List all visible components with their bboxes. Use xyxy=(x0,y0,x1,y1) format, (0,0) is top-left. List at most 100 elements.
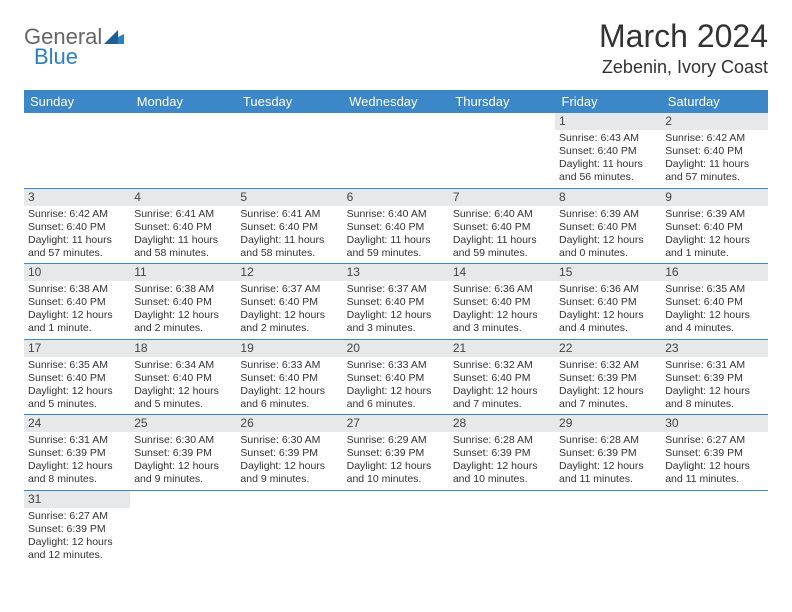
calendar-cell: 24Sunrise: 6:31 AMSunset: 6:39 PMDayligh… xyxy=(24,415,130,491)
sunset-text: Sunset: 6:40 PM xyxy=(453,221,551,234)
sunrise-text: Sunrise: 6:37 AM xyxy=(347,283,445,296)
calendar-cell: 23Sunrise: 6:31 AMSunset: 6:39 PMDayligh… xyxy=(661,339,767,415)
sunrise-text: Sunrise: 6:30 AM xyxy=(240,434,338,447)
day-number: 7 xyxy=(449,189,555,206)
day-details: Sunrise: 6:33 AMSunset: 6:40 PMDaylight:… xyxy=(236,359,342,415)
calendar-row: 3Sunrise: 6:42 AMSunset: 6:40 PMDaylight… xyxy=(24,188,768,264)
calendar-cell: 14Sunrise: 6:36 AMSunset: 6:40 PMDayligh… xyxy=(449,264,555,340)
day-number: 4 xyxy=(130,189,236,206)
daylight-text: Daylight: 12 hours and 8 minutes. xyxy=(28,460,126,486)
day-number: 27 xyxy=(343,415,449,432)
sunset-text: Sunset: 6:40 PM xyxy=(453,372,551,385)
day-details: Sunrise: 6:42 AMSunset: 6:40 PMDaylight:… xyxy=(661,132,767,188)
calendar-cell-empty xyxy=(343,490,449,565)
sunrise-text: Sunrise: 6:31 AM xyxy=(28,434,126,447)
calendar-cell: 22Sunrise: 6:32 AMSunset: 6:39 PMDayligh… xyxy=(555,339,661,415)
daylight-text: Daylight: 12 hours and 6 minutes. xyxy=(347,385,445,411)
sunset-text: Sunset: 6:40 PM xyxy=(665,145,763,158)
daylight-text: Daylight: 12 hours and 0 minutes. xyxy=(559,234,657,260)
calendar-cell: 5Sunrise: 6:41 AMSunset: 6:40 PMDaylight… xyxy=(236,188,342,264)
day-details: Sunrise: 6:33 AMSunset: 6:40 PMDaylight:… xyxy=(343,359,449,415)
day-number: 23 xyxy=(661,340,767,357)
daylight-text: Daylight: 11 hours and 58 minutes. xyxy=(240,234,338,260)
calendar-cell-empty xyxy=(343,113,449,188)
day-number: 31 xyxy=(24,491,130,508)
day-details: Sunrise: 6:37 AMSunset: 6:40 PMDaylight:… xyxy=(343,283,449,339)
day-details: Sunrise: 6:32 AMSunset: 6:40 PMDaylight:… xyxy=(449,359,555,415)
day-number: 29 xyxy=(555,415,661,432)
day-number: 24 xyxy=(24,415,130,432)
calendar-cell-empty xyxy=(661,490,767,565)
daylight-text: Daylight: 12 hours and 1 minute. xyxy=(28,309,126,335)
sunrise-text: Sunrise: 6:40 AM xyxy=(347,208,445,221)
calendar-cell: 3Sunrise: 6:42 AMSunset: 6:40 PMDaylight… xyxy=(24,188,130,264)
daylight-text: Daylight: 12 hours and 4 minutes. xyxy=(665,309,763,335)
calendar-cell: 29Sunrise: 6:28 AMSunset: 6:39 PMDayligh… xyxy=(555,415,661,491)
day-details: Sunrise: 6:28 AMSunset: 6:39 PMDaylight:… xyxy=(449,434,555,490)
sunrise-text: Sunrise: 6:30 AM xyxy=(134,434,232,447)
daylight-text: Daylight: 11 hours and 59 minutes. xyxy=(347,234,445,260)
sunrise-text: Sunrise: 6:37 AM xyxy=(240,283,338,296)
daylight-text: Daylight: 11 hours and 58 minutes. xyxy=(134,234,232,260)
calendar-cell: 4Sunrise: 6:41 AMSunset: 6:40 PMDaylight… xyxy=(130,188,236,264)
sunrise-text: Sunrise: 6:42 AM xyxy=(665,132,763,145)
daylight-text: Daylight: 12 hours and 7 minutes. xyxy=(559,385,657,411)
calendar-cell: 9Sunrise: 6:39 AMSunset: 6:40 PMDaylight… xyxy=(661,188,767,264)
daylight-text: Daylight: 12 hours and 9 minutes. xyxy=(240,460,338,486)
calendar-cell: 25Sunrise: 6:30 AMSunset: 6:39 PMDayligh… xyxy=(130,415,236,491)
sunset-text: Sunset: 6:40 PM xyxy=(28,372,126,385)
sunset-text: Sunset: 6:40 PM xyxy=(240,221,338,234)
day-details: Sunrise: 6:35 AMSunset: 6:40 PMDaylight:… xyxy=(24,359,130,415)
sunset-text: Sunset: 6:40 PM xyxy=(134,372,232,385)
day-number: 14 xyxy=(449,264,555,281)
daylight-text: Daylight: 12 hours and 2 minutes. xyxy=(240,309,338,335)
sunrise-text: Sunrise: 6:32 AM xyxy=(453,359,551,372)
sunset-text: Sunset: 6:40 PM xyxy=(28,221,126,234)
sunset-text: Sunset: 6:39 PM xyxy=(134,447,232,460)
day-number: 15 xyxy=(555,264,661,281)
calendar-cell: 16Sunrise: 6:35 AMSunset: 6:40 PMDayligh… xyxy=(661,264,767,340)
day-number: 13 xyxy=(343,264,449,281)
daylight-text: Daylight: 12 hours and 3 minutes. xyxy=(453,309,551,335)
calendar-cell-empty xyxy=(449,490,555,565)
sunrise-text: Sunrise: 6:27 AM xyxy=(665,434,763,447)
sunset-text: Sunset: 6:40 PM xyxy=(559,145,657,158)
sunset-text: Sunset: 6:39 PM xyxy=(453,447,551,460)
calendar-body: 1Sunrise: 6:43 AMSunset: 6:40 PMDaylight… xyxy=(24,113,768,565)
daylight-text: Daylight: 12 hours and 12 minutes. xyxy=(28,536,126,562)
daylight-text: Daylight: 12 hours and 6 minutes. xyxy=(240,385,338,411)
sunrise-text: Sunrise: 6:38 AM xyxy=(134,283,232,296)
day-details: Sunrise: 6:40 AMSunset: 6:40 PMDaylight:… xyxy=(343,208,449,264)
sunset-text: Sunset: 6:40 PM xyxy=(453,296,551,309)
day-details: Sunrise: 6:43 AMSunset: 6:40 PMDaylight:… xyxy=(555,132,661,188)
day-details: Sunrise: 6:37 AMSunset: 6:40 PMDaylight:… xyxy=(236,283,342,339)
calendar-cell: 15Sunrise: 6:36 AMSunset: 6:40 PMDayligh… xyxy=(555,264,661,340)
location-subtitle: Zebenin, Ivory Coast xyxy=(599,57,768,78)
day-number: 2 xyxy=(661,113,767,130)
daylight-text: Daylight: 11 hours and 59 minutes. xyxy=(453,234,551,260)
calendar-cell-empty xyxy=(236,490,342,565)
sunrise-text: Sunrise: 6:33 AM xyxy=(347,359,445,372)
calendar-cell: 2 Sunrise: 6:42 AMSunset: 6:40 PMDaylight… xyxy=(661,113,767,188)
day-details: Sunrise: 6:27 AMSunset: 6:39 PMDaylight:… xyxy=(661,434,767,490)
sunrise-text: Sunrise: 6:35 AM xyxy=(28,359,126,372)
daylight-text: Daylight: 12 hours and 7 minutes. xyxy=(453,385,551,411)
day-details: Sunrise: 6:38 AMSunset: 6:40 PMDaylight:… xyxy=(130,283,236,339)
daylight-text: Daylight: 12 hours and 1 minute. xyxy=(665,234,763,260)
sunset-text: Sunset: 6:40 PM xyxy=(347,221,445,234)
calendar-cell-empty xyxy=(555,490,661,565)
calendar-row: 17Sunrise: 6:35 AMSunset: 6:40 PMDayligh… xyxy=(24,339,768,415)
sunrise-text: Sunrise: 6:28 AM xyxy=(453,434,551,447)
day-details: Sunrise: 6:35 AMSunset: 6:40 PMDaylight:… xyxy=(661,283,767,339)
day-number: 30 xyxy=(661,415,767,432)
sunrise-text: Sunrise: 6:29 AM xyxy=(347,434,445,447)
daylight-text: Daylight: 12 hours and 11 minutes. xyxy=(665,460,763,486)
sunset-text: Sunset: 6:39 PM xyxy=(240,447,338,460)
day-number: 18 xyxy=(130,340,236,357)
sunset-text: Sunset: 6:39 PM xyxy=(347,447,445,460)
day-number: 26 xyxy=(236,415,342,432)
day-number: 21 xyxy=(449,340,555,357)
calendar-cell: 11Sunrise: 6:38 AMSunset: 6:40 PMDayligh… xyxy=(130,264,236,340)
weekday-header: Tuesday xyxy=(236,90,342,113)
calendar-cell: 31Sunrise: 6:27 AMSunset: 6:39 PMDayligh… xyxy=(24,490,130,565)
